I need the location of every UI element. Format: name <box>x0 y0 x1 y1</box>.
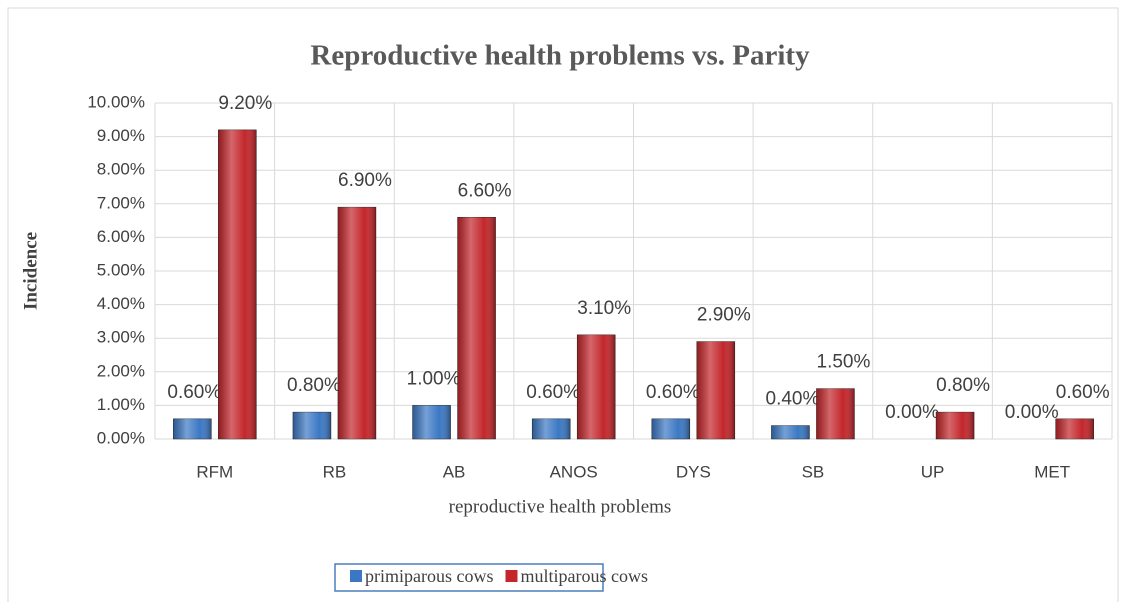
data-label: 9.20% <box>218 93 272 114</box>
data-label: 0.00% <box>885 402 939 423</box>
x-axis-label: reproductive health problems <box>449 496 672 517</box>
bar-shade <box>651 418 690 439</box>
bar-shade <box>337 207 376 439</box>
y-tick-label: 3.00% <box>97 328 145 347</box>
x-tick-label: UP <box>921 462 945 481</box>
data-label: 1.00% <box>407 368 461 389</box>
data-label: 0.80% <box>936 375 990 396</box>
bar-shade <box>173 418 212 439</box>
data-label: 6.90% <box>338 170 392 191</box>
data-label: 0.60% <box>167 382 221 403</box>
bar-shade <box>771 425 810 439</box>
bar-shade <box>936 412 975 439</box>
legend-swatch <box>505 570 518 582</box>
bar-shade <box>696 341 735 439</box>
y-tick-label: 5.00% <box>97 260 145 279</box>
x-tick-label: RB <box>323 462 347 481</box>
data-label: 0.60% <box>646 382 700 403</box>
bar-shade <box>457 217 496 439</box>
data-label: 0.40% <box>766 389 820 410</box>
y-tick-label: 1.00% <box>97 395 145 414</box>
legend-label: multiparous cows <box>520 566 648 586</box>
bar-shade <box>577 334 616 439</box>
bar-shade <box>412 405 451 439</box>
data-label: 0.80% <box>287 375 341 396</box>
y-tick-label: 8.00% <box>97 160 145 179</box>
y-tick-label: 2.00% <box>97 361 145 380</box>
y-axis-label: Incidence <box>20 232 41 310</box>
bar-shade <box>816 388 855 439</box>
data-label: 0.60% <box>526 382 580 403</box>
bar-shade <box>1055 418 1094 439</box>
y-tick-label: 9.00% <box>97 126 145 145</box>
data-label: 6.60% <box>458 180 512 201</box>
legend-swatch <box>350 570 362 582</box>
x-tick-label: DYS <box>676 462 711 481</box>
y-tick-label: 0.00% <box>97 428 145 447</box>
x-tick-label: ANOS <box>550 462 598 481</box>
chart-border <box>7 7 1119 602</box>
y-tick-label: 10.00% <box>87 92 145 111</box>
data-label: 2.90% <box>697 305 751 326</box>
y-tick-label: 4.00% <box>97 294 145 313</box>
data-label: 0.60% <box>1056 382 1110 403</box>
bar-shade <box>532 418 571 439</box>
bar-shade <box>292 412 331 439</box>
bar-shade <box>218 129 257 439</box>
x-tick-label: MET <box>1034 462 1070 481</box>
x-tick-label: AB <box>443 462 466 481</box>
legend-box <box>334 563 604 592</box>
y-tick-label: 7.00% <box>97 193 145 212</box>
y-tick-label: 6.00% <box>97 227 145 246</box>
data-label: 1.50% <box>817 352 871 373</box>
legend-label: primiparous cows <box>365 566 493 586</box>
chart-title: Reproductive health problems vs. Parity <box>310 40 810 72</box>
x-tick-label: RFM <box>196 462 233 481</box>
data-label: 3.10% <box>577 298 631 319</box>
data-label: 0.00% <box>1005 402 1059 423</box>
x-tick-label: SB <box>802 462 825 481</box>
